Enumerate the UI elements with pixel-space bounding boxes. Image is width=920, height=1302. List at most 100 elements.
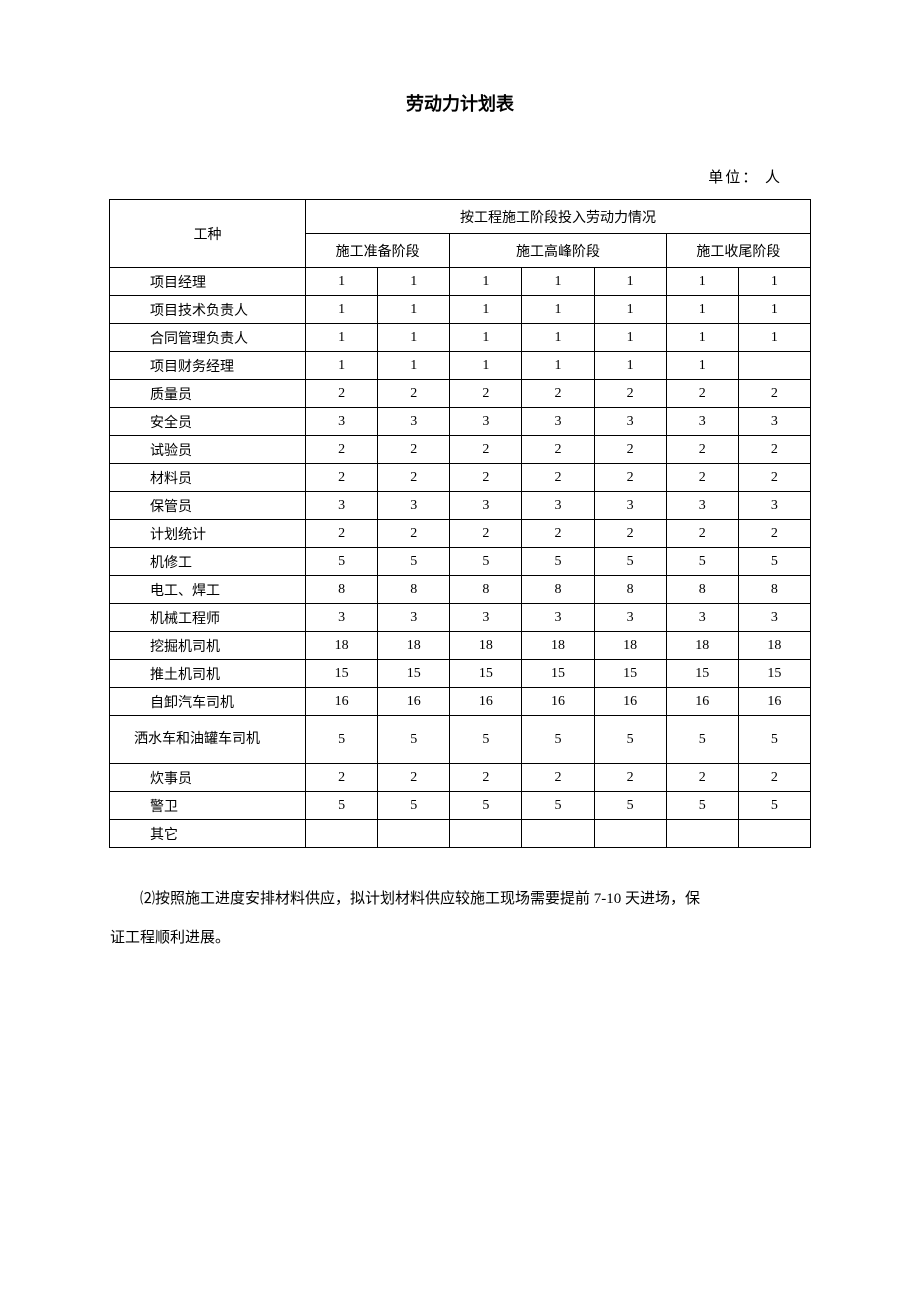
- data-cell: 1: [378, 268, 450, 296]
- data-cell: 18: [522, 632, 594, 660]
- data-cell: 1: [306, 268, 378, 296]
- data-cell: 5: [306, 548, 378, 576]
- data-cell: 2: [666, 464, 738, 492]
- row-label: 项目财务经理: [110, 352, 306, 380]
- data-cell: 3: [594, 492, 666, 520]
- note-line-2: 证工程顺利进展。: [110, 919, 810, 958]
- table-row: 挖掘机司机18181818181818: [110, 632, 811, 660]
- data-cell: 1: [666, 296, 738, 324]
- data-cell: 1: [306, 296, 378, 324]
- data-cell: 2: [450, 520, 522, 548]
- phase-header: 施工准备阶段: [306, 234, 450, 268]
- data-cell: [306, 820, 378, 848]
- row-label: 材料员: [110, 464, 306, 492]
- data-cell: 3: [450, 492, 522, 520]
- data-cell: 1: [738, 268, 810, 296]
- data-cell: 3: [594, 604, 666, 632]
- row-label: 项目经理: [110, 268, 306, 296]
- row-header-label: 工种: [110, 200, 306, 268]
- data-cell: 3: [450, 408, 522, 436]
- data-cell: 5: [522, 548, 594, 576]
- data-cell: 15: [450, 660, 522, 688]
- data-cell: 3: [738, 408, 810, 436]
- data-cell: 5: [594, 716, 666, 764]
- data-cell: 5: [594, 792, 666, 820]
- data-cell: 15: [738, 660, 810, 688]
- data-cell: 18: [738, 632, 810, 660]
- data-cell: 2: [522, 520, 594, 548]
- table-row: 项目财务经理111111: [110, 352, 811, 380]
- data-cell: 1: [378, 352, 450, 380]
- row-label: 推土机司机: [110, 660, 306, 688]
- data-cell: 2: [306, 380, 378, 408]
- data-cell: 2: [522, 764, 594, 792]
- labor-plan-table: 工种 按工程施工阶段投入劳动力情况 施工准备阶段施工高峰阶段施工收尾阶段 项目经…: [109, 199, 811, 848]
- data-cell: 1: [378, 296, 450, 324]
- data-cell: 15: [594, 660, 666, 688]
- table-row: 机修工5555555: [110, 548, 811, 576]
- table-row: 合同管理负责人1111111: [110, 324, 811, 352]
- row-label: 质量员: [110, 380, 306, 408]
- row-label: 项目技术负责人: [110, 296, 306, 324]
- data-cell: 5: [666, 716, 738, 764]
- data-cell: 1: [450, 296, 522, 324]
- data-cell: 5: [594, 548, 666, 576]
- data-cell: 3: [522, 604, 594, 632]
- data-cell: 5: [378, 548, 450, 576]
- data-cell: 18: [306, 632, 378, 660]
- super-header: 按工程施工阶段投入劳动力情况: [306, 200, 811, 234]
- data-cell: 1: [738, 324, 810, 352]
- row-label: 保管员: [110, 492, 306, 520]
- data-cell: 2: [306, 464, 378, 492]
- note-paragraph: ⑵按照施工进度安排材料供应，拟计划材料供应较施工现场需要提前 7-10 天进场，…: [110, 880, 810, 958]
- data-cell: 1: [522, 268, 594, 296]
- data-cell: 3: [378, 408, 450, 436]
- row-label: 挖掘机司机: [110, 632, 306, 660]
- data-cell: 2: [666, 380, 738, 408]
- data-cell: 1: [594, 268, 666, 296]
- table-row: 材料员2222222: [110, 464, 811, 492]
- data-cell: 1: [738, 296, 810, 324]
- data-cell: 5: [450, 548, 522, 576]
- data-cell: [594, 820, 666, 848]
- data-cell: 16: [522, 688, 594, 716]
- data-cell: 15: [378, 660, 450, 688]
- data-cell: 3: [378, 492, 450, 520]
- data-cell: 2: [378, 380, 450, 408]
- data-cell: 5: [378, 792, 450, 820]
- data-cell: 5: [306, 716, 378, 764]
- data-cell: 18: [450, 632, 522, 660]
- data-cell: 18: [666, 632, 738, 660]
- data-cell: 16: [306, 688, 378, 716]
- page-title: 劳动力计划表: [0, 90, 920, 116]
- table-header-row-1: 工种 按工程施工阶段投入劳动力情况: [110, 200, 811, 234]
- data-cell: 8: [594, 576, 666, 604]
- table-row: 其它: [110, 820, 811, 848]
- data-cell: 3: [666, 492, 738, 520]
- data-cell: 2: [594, 436, 666, 464]
- data-cell: 1: [666, 352, 738, 380]
- table-row: 炊事员2222222: [110, 764, 811, 792]
- data-cell: 2: [450, 436, 522, 464]
- data-cell: 1: [594, 324, 666, 352]
- data-cell: 2: [306, 436, 378, 464]
- data-cell: 8: [306, 576, 378, 604]
- data-cell: 5: [522, 792, 594, 820]
- data-cell: 18: [594, 632, 666, 660]
- table-row: 机械工程师3333333: [110, 604, 811, 632]
- table-body: 项目经理1111111项目技术负责人1111111合同管理负责人1111111项…: [110, 268, 811, 848]
- data-cell: 2: [738, 464, 810, 492]
- table-row: 试验员2222222: [110, 436, 811, 464]
- data-cell: 15: [666, 660, 738, 688]
- labor-plan-table-container: 工种 按工程施工阶段投入劳动力情况 施工准备阶段施工高峰阶段施工收尾阶段 项目经…: [109, 199, 811, 848]
- data-cell: [450, 820, 522, 848]
- data-cell: 3: [306, 604, 378, 632]
- data-cell: 1: [594, 296, 666, 324]
- data-cell: 3: [450, 604, 522, 632]
- data-cell: 1: [666, 268, 738, 296]
- table-row: 洒水车和油罐车司机5555555: [110, 716, 811, 764]
- data-cell: 2: [450, 764, 522, 792]
- unit-label: 单位： 人: [0, 166, 920, 187]
- data-cell: [378, 820, 450, 848]
- data-cell: 3: [738, 492, 810, 520]
